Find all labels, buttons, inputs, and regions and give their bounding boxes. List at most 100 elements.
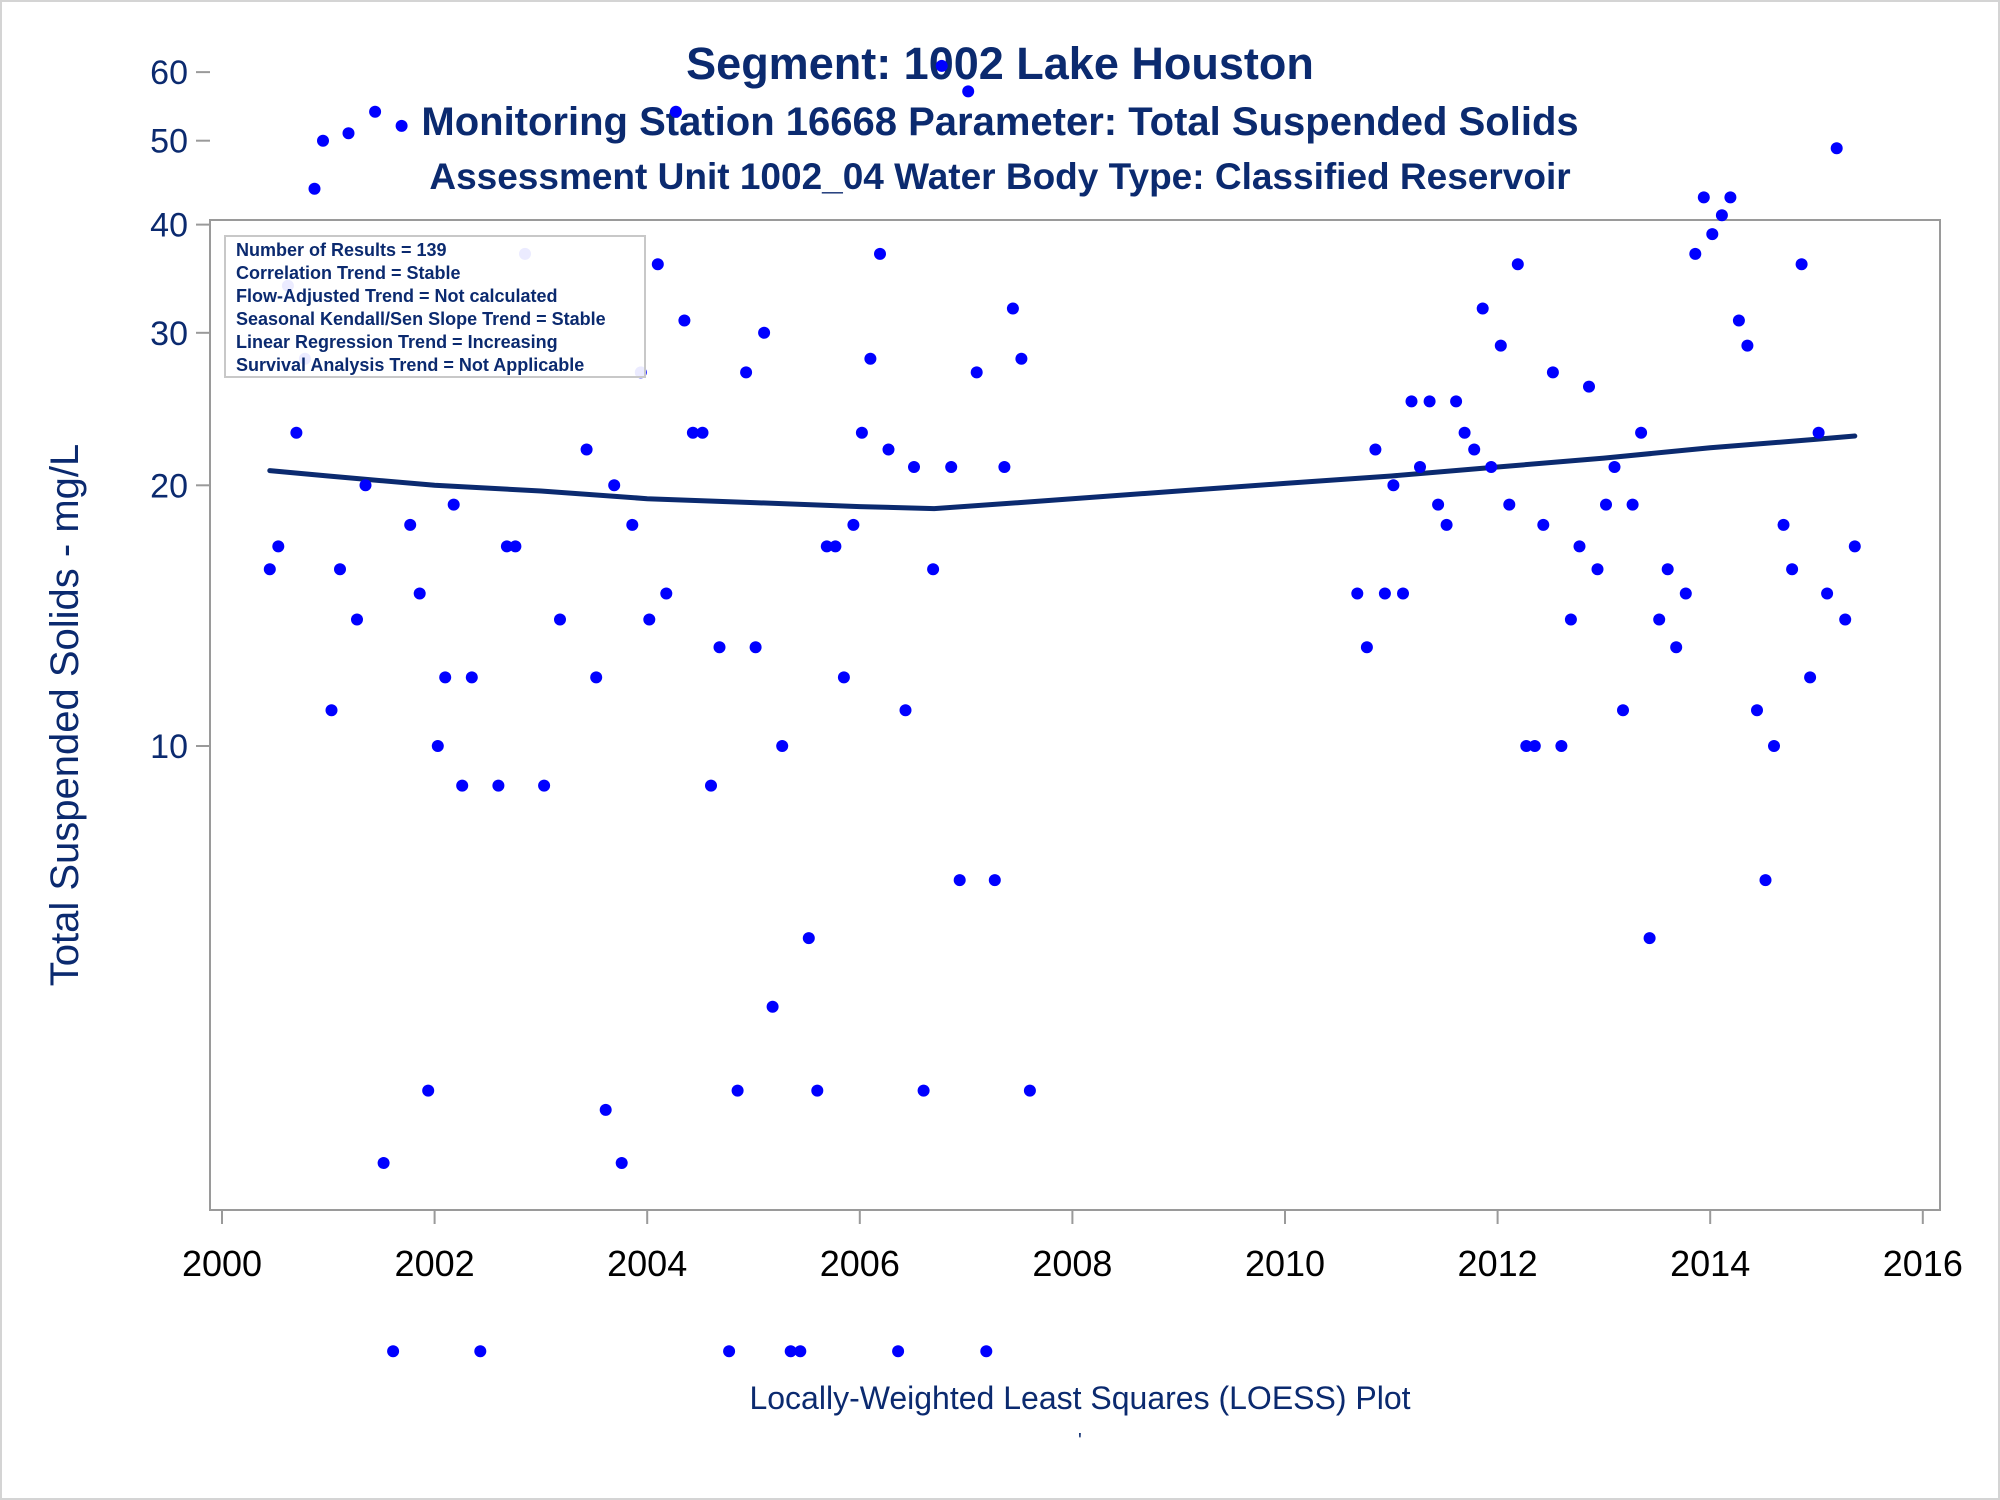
stats-line-1: Correlation Trend = Stable — [236, 263, 461, 283]
data-point-39 — [651, 258, 664, 271]
data-point-44 — [696, 426, 709, 439]
data-point-14 — [387, 1345, 400, 1358]
data-point-62 — [855, 426, 868, 439]
data-point-33 — [599, 1103, 612, 1116]
stats-line-0: Number of Results = 139 — [236, 240, 447, 260]
data-point-76 — [980, 1345, 993, 1358]
data-point-22 — [456, 779, 469, 792]
x-tick-label-2006: 2006 — [820, 1243, 900, 1284]
data-point-11 — [359, 479, 372, 492]
data-point-125 — [1732, 314, 1745, 327]
data-point-128 — [1759, 874, 1772, 887]
data-point-92 — [1440, 518, 1453, 531]
y-axis-label: Total Suspended Solids - mg/L — [43, 444, 87, 987]
data-point-36 — [626, 518, 639, 531]
data-point-77 — [988, 874, 1001, 887]
data-point-65 — [882, 443, 895, 456]
data-point-66 — [892, 1345, 905, 1358]
data-point-111 — [1608, 461, 1621, 473]
stats-legend-box: Number of Results = 139 Correlation Trend… — [224, 235, 646, 378]
data-point-115 — [1643, 932, 1656, 945]
y-tick-label-40: 40 — [150, 207, 188, 245]
data-point-54 — [784, 1345, 797, 1358]
data-point-97 — [1485, 461, 1498, 473]
data-point-78 — [998, 461, 1011, 473]
x-axis: 2000 2002 2004 2006 2008 2010 2012 2014 2016 — [182, 1210, 1963, 1284]
data-point-72 — [945, 461, 958, 473]
data-point-64 — [874, 247, 886, 260]
data-point-135 — [1821, 587, 1834, 600]
data-point-132 — [1795, 258, 1808, 271]
stats-line-2: Flow-Adjusted Trend = Not calculated — [236, 286, 558, 306]
data-point-127 — [1751, 704, 1763, 717]
data-point-119 — [1679, 587, 1692, 600]
data-point-109 — [1591, 563, 1604, 576]
plot-area — [209, 219, 1941, 1211]
data-point-61 — [847, 518, 860, 531]
data-point-3 — [290, 426, 303, 439]
data-point-53 — [776, 740, 789, 752]
x-tick-label-2012: 2012 — [1458, 1243, 1538, 1284]
data-point-85 — [1378, 587, 1391, 600]
data-point-43 — [686, 426, 699, 439]
data-point-56 — [802, 932, 815, 945]
data-point-136 — [1830, 142, 1843, 155]
data-point-131 — [1786, 563, 1799, 576]
stats-box-border — [224, 235, 646, 378]
data-point-120 — [1689, 247, 1702, 260]
x-tick-label-2008: 2008 — [1032, 1243, 1112, 1284]
y-axis: 10 20 30 40 50 60 — [150, 54, 210, 766]
data-point-18 — [422, 1084, 435, 1097]
data-point-15 — [395, 119, 408, 132]
data-point-19 — [431, 740, 444, 752]
data-point-99 — [1503, 498, 1516, 511]
data-point-103 — [1537, 518, 1550, 531]
data-point-58 — [820, 540, 833, 553]
data-point-9 — [342, 127, 355, 140]
data-point-16 — [404, 518, 417, 531]
data-point-93 — [1450, 395, 1463, 408]
data-point-23 — [465, 671, 478, 684]
data-point-138 — [1848, 540, 1861, 553]
x-tick-label-2016: 2016 — [1883, 1243, 1963, 1284]
x-tick-label-2004: 2004 — [607, 1243, 687, 1284]
data-point-106 — [1564, 613, 1577, 626]
x-tick-label-2000: 2000 — [182, 1243, 262, 1284]
x-tick-label-2002: 2002 — [395, 1243, 475, 1284]
data-point-79 — [1006, 302, 1019, 315]
data-point-112 — [1617, 704, 1629, 717]
data-point-126 — [1741, 339, 1754, 352]
data-point-129 — [1768, 740, 1780, 752]
data-point-114 — [1635, 426, 1648, 439]
data-point-67 — [899, 704, 912, 717]
data-point-83 — [1360, 641, 1373, 654]
data-point-5 — [308, 182, 321, 195]
loess-curve — [267, 433, 1858, 512]
data-point-73 — [953, 874, 966, 887]
data-point-110 — [1600, 498, 1612, 511]
data-point-13 — [377, 1157, 390, 1169]
data-point-124 — [1724, 191, 1737, 204]
data-point-50 — [749, 641, 762, 654]
stats-line-4: Linear Regression Trend = Increasing — [236, 332, 558, 352]
data-point-46 — [713, 641, 726, 654]
data-point-90 — [1423, 395, 1436, 408]
data-point-98 — [1494, 339, 1507, 352]
data-point-12 — [369, 105, 382, 118]
data-point-89 — [1414, 461, 1426, 473]
data-point-59 — [829, 540, 842, 553]
data-point-100 — [1511, 258, 1524, 271]
data-point-31 — [580, 443, 593, 456]
y-tick-label-60: 60 — [150, 54, 188, 92]
data-point-24 — [474, 1345, 487, 1358]
data-point-55 — [794, 1345, 807, 1358]
data-point-74 — [962, 85, 975, 98]
data-point-25 — [492, 779, 505, 792]
data-point-91 — [1432, 498, 1445, 511]
data-point-95 — [1468, 443, 1481, 456]
data-point-94 — [1458, 426, 1471, 439]
data-point-88 — [1405, 395, 1418, 408]
data-point-105 — [1555, 740, 1568, 752]
data-point-21 — [447, 498, 460, 511]
